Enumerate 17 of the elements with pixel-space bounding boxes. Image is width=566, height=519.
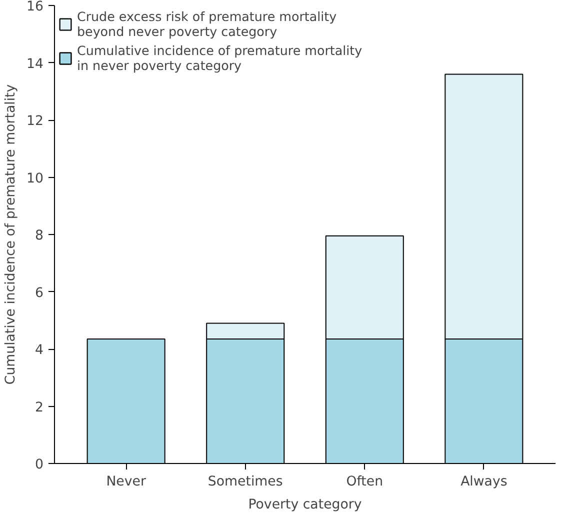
x-tick-label: Never (106, 474, 146, 490)
y-tick-label: 8 (35, 228, 44, 244)
x-tick-label: Often (346, 474, 384, 490)
y-tick-label: 6 (35, 286, 44, 301)
y-tick-label: 12 (26, 114, 44, 129)
y-tick-label: 14 (26, 56, 44, 72)
legend-label: Crude excess risk of premature mortality beyond never poverty category (77, 9, 337, 39)
y-tick-label: 16 (26, 0, 44, 14)
x-tick-label: Sometimes (208, 474, 283, 490)
legend-label: Cumulative incidence of premature mortality in never poverty category (77, 43, 362, 73)
x-tick-label: Always (460, 474, 508, 490)
y-tick-label: 2 (35, 400, 44, 416)
y-tick-label: 4 (35, 343, 44, 358)
y-tick-label: 10 (26, 171, 44, 186)
y-tick-label: 0 (35, 458, 44, 472)
y-axis-title: Cumulative incidence of premature mortality (4, 84, 19, 385)
x-axis-title: Poverty category (248, 498, 362, 512)
